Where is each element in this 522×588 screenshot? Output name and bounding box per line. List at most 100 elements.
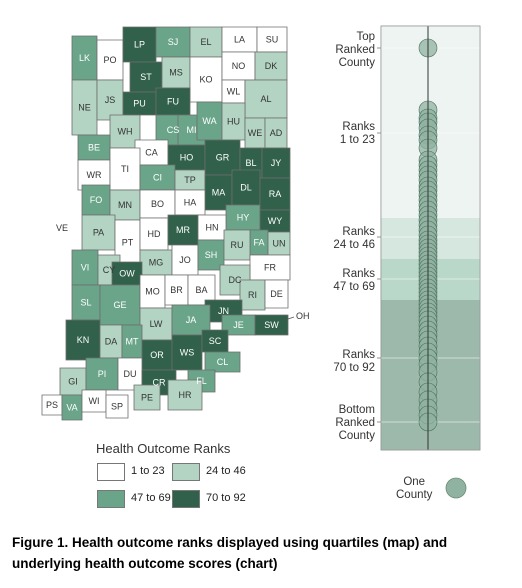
county-label-lw: LW	[150, 319, 163, 329]
label-line: Ranks	[342, 349, 375, 361]
ohio-pointer	[284, 316, 295, 321]
one-county-label: One County	[396, 476, 432, 502]
label-ranks-24-46: Ranks 24 to 46	[300, 226, 375, 252]
caption-line-2: underlying health outcome scores (chart)	[12, 556, 278, 571]
county-label-sc: SC	[209, 336, 222, 346]
county-label-ru: RU	[231, 240, 244, 250]
county-label-un: UN	[273, 239, 286, 249]
county-label-bl: BL	[245, 158, 256, 168]
label-line: 47 to 69	[333, 281, 375, 293]
county-label-fa: FA	[253, 238, 264, 248]
county-label-hy: HY	[237, 213, 250, 223]
county-label-js: JS	[105, 95, 116, 105]
label-ranks-47-69: Ranks 47 to 69	[300, 268, 375, 294]
county-label-ra: RA	[269, 189, 282, 199]
county-label-ws: WS	[180, 348, 195, 358]
county-label-fr: FR	[264, 263, 276, 273]
county-de	[264, 279, 289, 309]
county-label-ti: TI	[121, 164, 129, 174]
county-label-sp: SP	[111, 402, 123, 412]
county-label-de: DE	[270, 289, 283, 299]
county-label-da: DA	[105, 337, 118, 347]
county-label-ho: HO	[180, 153, 194, 163]
county-label-dk: DK	[265, 61, 278, 71]
county-label-el: EL	[200, 37, 211, 47]
county-label-sl: SL	[80, 298, 91, 308]
county-label-hd: HD	[148, 229, 161, 239]
county-label-ad: AD	[270, 128, 283, 138]
county-label-hu: HU	[227, 117, 240, 127]
county-label-gr: GR	[216, 153, 230, 163]
county-label-wa: WA	[202, 116, 216, 126]
county-label-pe: PE	[141, 393, 153, 403]
county-label-ne: NE	[78, 103, 91, 113]
county-label-du: DU	[124, 369, 137, 379]
county-label-ri: RI	[248, 290, 257, 300]
county-label-ca: CA	[145, 148, 158, 158]
legend-label-q2: 24 to 46	[206, 465, 246, 477]
county-label-wl: WL	[227, 87, 241, 97]
figure-caption: Figure 1. Health outcome ranks displayed…	[12, 532, 512, 574]
label-line: Ranked	[335, 44, 375, 56]
legend-swatch-q2	[172, 463, 200, 481]
county-label-fl: FL	[196, 376, 207, 386]
county-label-br: BR	[170, 285, 183, 295]
county-label-al: AL	[260, 94, 271, 104]
label-line: County	[396, 489, 433, 501]
county-sp	[105, 394, 129, 419]
label-line: 1 to 23	[339, 134, 375, 146]
county-label-mg: MG	[149, 258, 164, 268]
county-label-mn: MN	[118, 200, 132, 210]
county-label-la: LA	[234, 35, 245, 45]
label-line: Ranks	[342, 268, 375, 280]
county-cl	[204, 351, 241, 373]
label-ve: VE	[56, 223, 68, 233]
legend-title: Health Outcome Ranks	[96, 441, 231, 456]
county-label-ci: CI	[153, 173, 162, 183]
county-label-cl: CL	[217, 357, 229, 367]
county-label-sh: SH	[205, 250, 218, 260]
label-ranks-1-23: Ranks 1 to 23	[300, 121, 375, 147]
county-label-va: VA	[66, 403, 77, 413]
county-label-or: OR	[150, 350, 164, 360]
label-line: Top	[356, 31, 375, 43]
county-label-ps: PS	[46, 400, 58, 410]
county-label-ha: HA	[184, 198, 197, 208]
county-label-wi: WI	[89, 396, 100, 406]
county-label-dl: DL	[240, 183, 252, 193]
county-label-cy: CY	[103, 265, 116, 275]
label-line: 70 to 92	[333, 362, 375, 374]
county-label-vi: VI	[81, 263, 90, 273]
label-ranks-70-92: Ranks 70 to 92	[300, 349, 375, 375]
label-line: Ranks	[342, 226, 375, 238]
county-label-cr: CR	[153, 378, 166, 388]
county-label-ge: GE	[113, 300, 126, 310]
county-sw	[254, 314, 289, 336]
score-chart	[377, 25, 481, 499]
county-label-be: BE	[88, 143, 100, 153]
label-line: Ranked	[335, 417, 375, 429]
legend-swatch-q3	[97, 490, 125, 508]
label-line: County	[338, 57, 375, 69]
label-oh: OH	[296, 311, 310, 321]
county-label-gi: GI	[68, 377, 78, 387]
county-label-hr: HR	[179, 390, 192, 400]
county-label-pt: PT	[122, 238, 134, 248]
county-label-fu: FU	[167, 97, 179, 107]
legend-label-q3: 47 to 69	[131, 492, 171, 504]
county-label-ba: BA	[195, 285, 207, 295]
label-line: One	[403, 476, 426, 488]
county-label-cs: CS	[167, 125, 180, 135]
label-line: Ranks	[342, 121, 375, 133]
county-label-jn: JN	[218, 306, 229, 316]
one-county-dot	[445, 477, 467, 499]
county-label-je: JE	[233, 320, 244, 330]
label-bottom-ranked: Bottom Ranked County	[300, 404, 375, 443]
county-label-su: SU	[266, 35, 279, 45]
county-label-wy: WY	[268, 216, 283, 226]
county-label-mr: MR	[176, 225, 190, 235]
county-label-ow: OW	[119, 269, 135, 279]
county-label-pa: PA	[93, 228, 104, 238]
county-label-jo: JO	[179, 255, 191, 265]
county-label-we: WE	[248, 128, 263, 138]
